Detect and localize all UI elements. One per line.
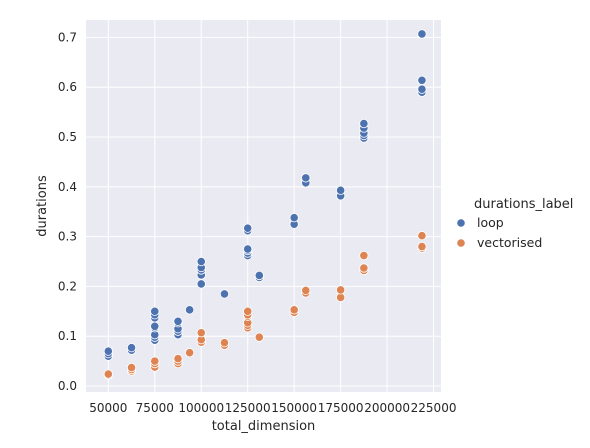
data-point-loop — [126, 343, 137, 353]
legend: durations_label loop vectorised — [456, 197, 573, 250]
y-tick-label: 0.7 — [58, 30, 77, 44]
y-tick-label: 0.1 — [58, 329, 77, 343]
legend-title: durations_label — [474, 197, 573, 212]
data-point-loop — [289, 213, 299, 223]
y-tick-label: 0.2 — [58, 279, 77, 293]
y-tick-label: 0.6 — [58, 80, 77, 94]
data-point-loop — [417, 84, 427, 94]
data-point-vectorised — [150, 356, 160, 366]
data-point-loop — [417, 75, 427, 85]
plot-area — [86, 20, 441, 392]
data-point-loop — [417, 29, 427, 39]
x-tick-label: 175000 — [318, 401, 364, 415]
data-point-vectorised — [301, 285, 311, 296]
x-tick-label: 75000 — [136, 401, 174, 415]
data-point-vectorised — [254, 332, 264, 342]
data-point-vectorised — [417, 241, 427, 252]
y-tick-label: 0.5 — [58, 130, 77, 144]
x-tick-label: 200000 — [364, 401, 410, 415]
data-point-vectorised — [219, 338, 230, 348]
data-point-vectorised — [196, 328, 206, 338]
x-tick-label: 125000 — [225, 401, 271, 415]
data-point-vectorised — [185, 348, 195, 358]
data-point-vectorised — [126, 362, 137, 373]
x-axis-ticks: 50000 75000 100000 125000 150000 175000 200000… — [89, 401, 456, 415]
data-point-loop — [243, 223, 253, 233]
y-axis-ticks: 0.0 0.1 0.2 0.3 0.4 0.5 0.6 0.7 — [58, 30, 77, 393]
data-point-vectorised — [336, 285, 346, 295]
y-tick-label: 0.4 — [58, 180, 77, 194]
data-point-loop — [243, 244, 253, 254]
data-point-loop — [185, 305, 195, 315]
data-point-loop — [359, 118, 369, 129]
data-point-loop — [336, 185, 346, 195]
y-tick-label: 0.3 — [58, 230, 77, 244]
legend-marker-vectorised — [456, 238, 466, 248]
data-point-loop — [150, 321, 160, 331]
legend-label-vectorised: vectorised — [477, 235, 542, 250]
x-tick-label: 100000 — [178, 401, 224, 415]
y-tick-label: 0.0 — [58, 379, 77, 393]
data-point-vectorised — [289, 305, 299, 315]
data-point-loop — [196, 279, 206, 289]
legend-label-loop: loop — [477, 215, 504, 230]
data-point-loop — [173, 316, 183, 326]
data-point-loop — [254, 270, 264, 281]
x-axis-label: total_dimension — [212, 419, 316, 434]
x-tick-label: 150000 — [271, 401, 317, 415]
x-tick-label: 225000 — [411, 401, 457, 415]
data-point-loop — [103, 346, 113, 356]
data-point-vectorised — [173, 354, 183, 364]
series-vectorised — [103, 231, 427, 380]
data-point-loop — [196, 256, 206, 267]
y-axis-label: durations — [35, 175, 50, 237]
data-point-vectorised — [417, 231, 427, 241]
data-point-loop — [150, 306, 160, 316]
data-point-vectorised — [359, 263, 369, 273]
series-loop — [103, 29, 427, 361]
data-point-loop — [301, 173, 311, 183]
x-tick-label: 50000 — [89, 401, 127, 415]
data-point-vectorised — [243, 306, 253, 316]
data-point-vectorised — [359, 250, 369, 261]
data-point-vectorised — [103, 369, 113, 379]
data-point-loop — [219, 289, 230, 299]
data-points — [103, 29, 427, 380]
legend-marker-loop — [456, 218, 466, 228]
